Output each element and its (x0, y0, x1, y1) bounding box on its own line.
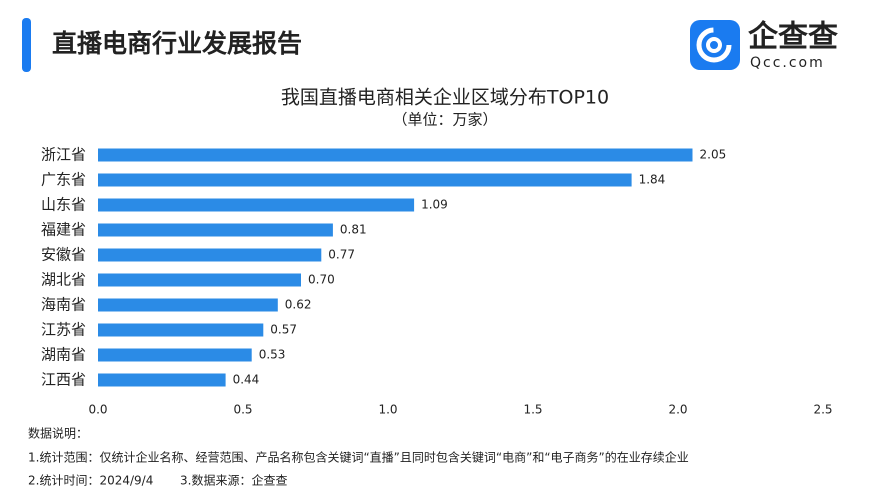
x-tick-label: 1.5 (523, 403, 542, 417)
bar (98, 348, 252, 362)
note: 2.统计时间：2024/9/4 (28, 474, 153, 488)
logo-name: 企查查 (748, 20, 838, 55)
y-tick-label: 江西省 (41, 371, 86, 389)
logo-ring (696, 27, 732, 63)
x-tick-label: 0.0 (88, 403, 107, 417)
bar (98, 373, 226, 387)
value-label: 0.70 (308, 273, 335, 287)
bar (98, 173, 632, 187)
y-tick-label: 福建省 (41, 221, 86, 239)
x-tick-label: 2.5 (813, 403, 832, 417)
value-label: 0.62 (285, 298, 312, 312)
logo-domain: Qcc.com (750, 55, 825, 71)
value-label: 0.44 (233, 373, 260, 387)
x-tick-label: 0.5 (233, 403, 252, 417)
bar (98, 223, 333, 237)
value-label: 0.57 (270, 323, 297, 337)
y-tick-label: 浙江省 (41, 146, 86, 164)
y-tick-label: 海南省 (41, 296, 86, 314)
x-tick-label: 1.0 (378, 403, 397, 417)
y-tick-label: 湖北省 (41, 271, 86, 289)
chart-title: 我国直播电商相关企业区域分布TOP10 (281, 87, 609, 109)
value-label: 0.53 (259, 348, 286, 362)
y-tick-label: 江苏省 (41, 321, 86, 339)
bar (98, 248, 322, 262)
bar (98, 198, 415, 212)
x-tick-label: 2.0 (668, 403, 687, 417)
value-label: 2.05 (700, 148, 727, 162)
bar (98, 298, 278, 312)
bar (98, 148, 693, 162)
header-title: 直播电商行业发展报告 (52, 29, 302, 58)
note: 数据说明： (28, 426, 88, 441)
y-tick-label: 广东省 (41, 171, 86, 189)
header-accent (22, 18, 31, 72)
y-tick-label: 湖南省 (41, 346, 86, 364)
logo: 企查查 Qcc.com (690, 20, 838, 71)
note: 3.数据来源：企查查 (180, 473, 287, 488)
value-label: 0.77 (328, 248, 355, 262)
value-label: 0.81 (340, 223, 367, 237)
logo-dot (706, 37, 722, 53)
note: 1.统计范围：仅统计企业名称、经营范围、产品名称包含关键词“直播”且同时包含关键… (28, 450, 689, 465)
y-tick-label: 安徽省 (41, 246, 86, 264)
y-tick-label: 山东省 (41, 196, 86, 214)
bar (98, 273, 301, 287)
bar (98, 323, 264, 337)
value-label: 1.09 (421, 198, 448, 212)
value-label: 1.84 (639, 173, 666, 187)
chart-subtitle: （单位：万家） (392, 111, 497, 129)
